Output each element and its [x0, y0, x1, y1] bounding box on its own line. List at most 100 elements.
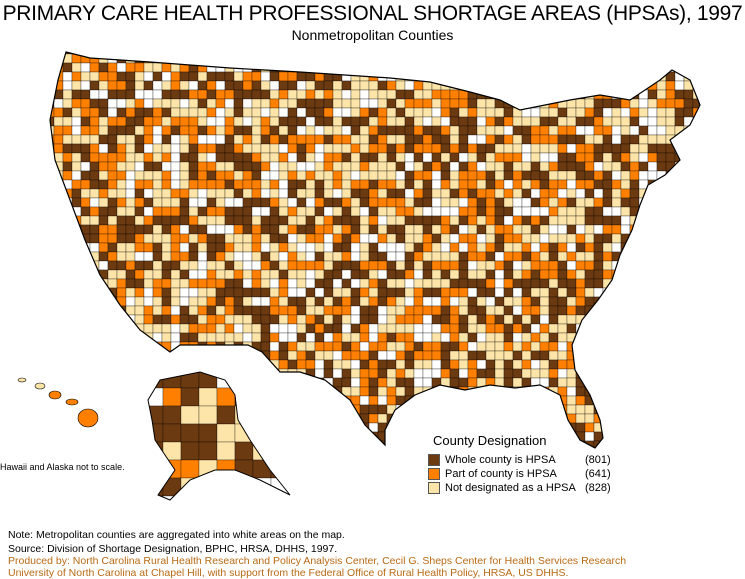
county [656, 404, 667, 415]
county [170, 350, 181, 361]
county [377, 413, 388, 424]
county [404, 134, 415, 145]
county [657, 450, 666, 459]
county [260, 143, 271, 154]
county [476, 71, 487, 82]
county [179, 251, 190, 262]
county [98, 440, 109, 448]
county [161, 278, 172, 289]
county [683, 260, 694, 271]
county [593, 350, 604, 361]
county [206, 359, 217, 370]
county [152, 368, 163, 379]
county [548, 278, 559, 289]
county [260, 422, 271, 433]
county [629, 413, 640, 424]
county [98, 107, 109, 118]
county [674, 260, 685, 271]
county [422, 89, 433, 100]
county [494, 404, 505, 415]
county [296, 431, 307, 442]
county [296, 107, 307, 118]
county [503, 260, 514, 271]
county [674, 359, 685, 370]
county [98, 242, 109, 253]
county [278, 260, 289, 271]
county [674, 215, 685, 226]
county [134, 152, 145, 163]
county [683, 332, 694, 343]
county [629, 98, 640, 109]
county [620, 341, 631, 352]
county [449, 53, 460, 64]
county [593, 134, 604, 145]
county [359, 296, 370, 307]
county [143, 350, 154, 361]
county [278, 377, 289, 388]
county [179, 323, 190, 334]
county [134, 107, 145, 118]
county [458, 395, 469, 406]
county [422, 260, 433, 271]
county [702, 189, 711, 198]
county [503, 161, 514, 172]
county [125, 287, 136, 298]
county [287, 242, 298, 253]
county [359, 323, 370, 334]
county [116, 89, 127, 100]
county [368, 413, 379, 424]
county [494, 71, 505, 82]
county [270, 423, 290, 443]
county [188, 197, 199, 208]
county [539, 197, 550, 208]
county [134, 377, 145, 388]
county [683, 287, 694, 298]
county [161, 62, 172, 73]
county [278, 125, 289, 136]
county [377, 269, 388, 280]
county [539, 206, 550, 217]
county [602, 179, 613, 190]
county [278, 197, 289, 208]
county [647, 53, 658, 64]
county [197, 287, 208, 298]
county [647, 440, 658, 448]
county [548, 161, 559, 172]
county [449, 116, 460, 127]
county [665, 386, 676, 397]
county [494, 206, 505, 217]
county [80, 395, 91, 406]
county [638, 413, 649, 424]
county [683, 269, 694, 280]
county [377, 332, 388, 343]
county [702, 315, 711, 324]
county [287, 233, 298, 244]
county [125, 377, 136, 388]
county [431, 143, 442, 154]
county [512, 359, 523, 370]
county [557, 413, 568, 424]
county [602, 404, 613, 415]
county [152, 116, 163, 127]
county [269, 296, 280, 307]
county [440, 395, 451, 406]
county [413, 197, 424, 208]
county [377, 224, 388, 235]
county [674, 62, 685, 73]
county [674, 116, 685, 127]
county [692, 260, 700, 271]
county [530, 188, 541, 199]
county [161, 233, 172, 244]
county [269, 431, 280, 442]
county [395, 422, 406, 433]
county [449, 125, 460, 136]
county [702, 342, 711, 351]
county [323, 224, 334, 235]
county [639, 450, 648, 459]
county [503, 80, 514, 91]
county [413, 422, 424, 433]
county [422, 296, 433, 307]
county [404, 368, 415, 379]
county [332, 341, 343, 352]
county [314, 224, 325, 235]
